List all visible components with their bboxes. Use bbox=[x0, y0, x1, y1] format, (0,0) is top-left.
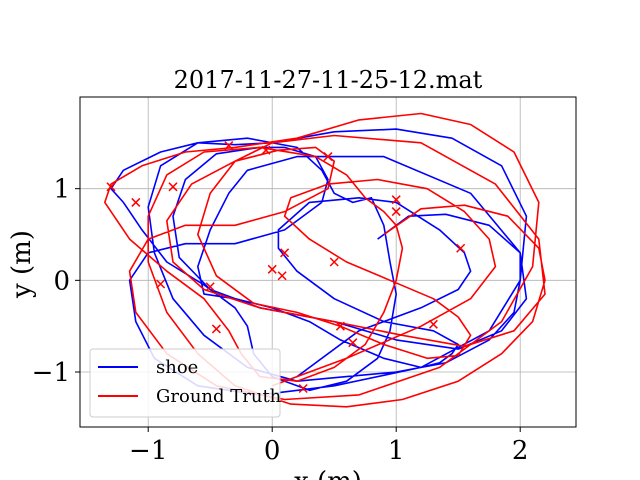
x-marker bbox=[348, 338, 358, 348]
x-marker bbox=[428, 319, 438, 329]
x-tick-label: 1 bbox=[388, 436, 405, 466]
x-marker bbox=[456, 243, 466, 253]
x-axis-label: x (m) bbox=[294, 467, 362, 480]
x-marker bbox=[106, 182, 116, 192]
x-marker bbox=[277, 271, 287, 281]
x-marker bbox=[329, 257, 339, 267]
y-tick-label: 1 bbox=[53, 175, 70, 205]
legend-label: Ground Truth bbox=[156, 386, 282, 407]
x-tick-label: 2 bbox=[512, 436, 529, 466]
x-marker bbox=[298, 383, 308, 394]
x-marker bbox=[335, 321, 345, 331]
x-marker bbox=[391, 207, 401, 217]
legend: shoe Ground Truth bbox=[89, 348, 282, 418]
x-marker bbox=[211, 324, 221, 334]
x-marker bbox=[224, 141, 234, 151]
x-tick-label: 0 bbox=[264, 436, 281, 466]
x-marker bbox=[205, 282, 215, 292]
x-marker bbox=[131, 197, 141, 207]
chart-title: 2017-11-27-11-25-12.mat bbox=[174, 66, 483, 94]
axes-frame bbox=[79, 96, 577, 428]
axis-ticks: −1 0 1 2 −1 0 1 bbox=[32, 175, 529, 466]
x-marker bbox=[391, 195, 401, 205]
y-axis-label: y (m) bbox=[7, 230, 37, 299]
x-marker bbox=[267, 264, 277, 274]
x-marker bbox=[168, 182, 178, 192]
x-marker bbox=[280, 248, 290, 258]
x-marker bbox=[156, 279, 166, 289]
x-marker bbox=[323, 152, 333, 162]
y-tick-label: −1 bbox=[32, 358, 70, 388]
x-tick-label: −1 bbox=[129, 436, 167, 466]
y-tick-label: 0 bbox=[53, 266, 70, 296]
x-marker bbox=[261, 145, 271, 155]
legend-label: shoe bbox=[156, 357, 198, 378]
